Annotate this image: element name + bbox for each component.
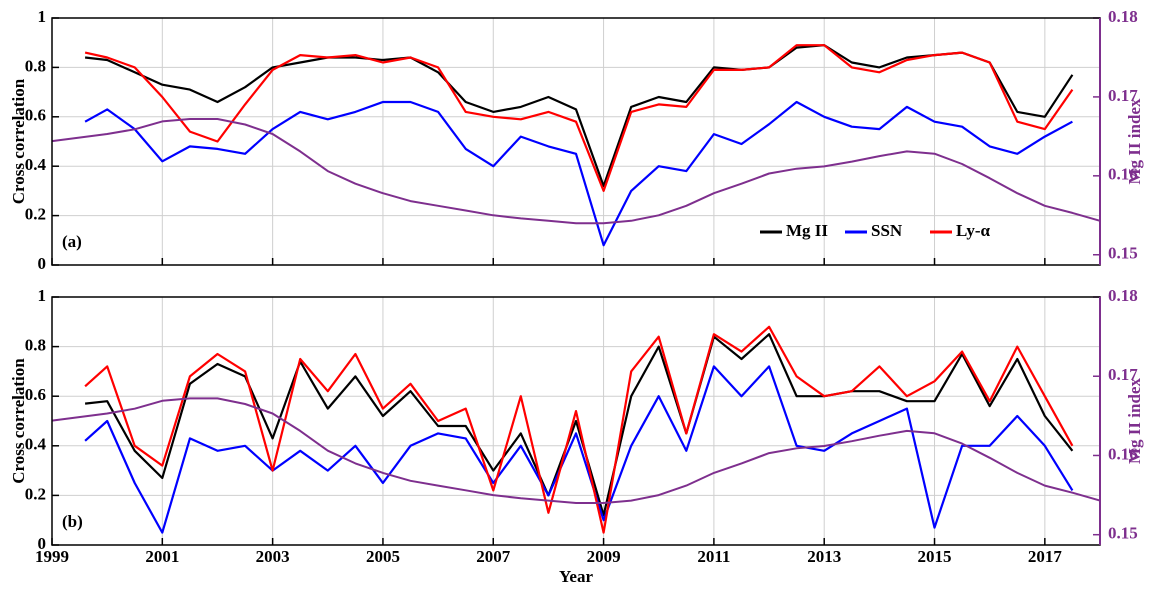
series-line <box>51 118 1101 225</box>
x-tick-label: 2011 <box>697 547 730 566</box>
y-tick-label: 1 <box>38 286 47 305</box>
legend-label: Ly-α <box>956 221 991 240</box>
series-line <box>84 44 1074 188</box>
x-tick-label: 1999 <box>35 547 69 566</box>
x-tick-label: 2015 <box>918 547 952 566</box>
y-tick-label: 0.4 <box>25 155 47 174</box>
panel-label: (b) <box>62 512 83 531</box>
y-tick-label: 0.8 <box>25 336 46 355</box>
x-tick-label: 2013 <box>807 547 841 566</box>
panel-label: (a) <box>62 232 82 251</box>
x-tick-label: 2007 <box>476 547 511 566</box>
y2-axis-label: Mg II index <box>1125 98 1144 184</box>
y2-tick-label: 0.16 <box>1108 165 1138 184</box>
y-tick-label: 0.6 <box>25 385 46 404</box>
series-line <box>84 325 1074 534</box>
y-tick-label: 1 <box>38 7 47 26</box>
series-line <box>84 333 1074 517</box>
y-tick-label: 0.8 <box>25 56 46 75</box>
series-line <box>84 44 1074 192</box>
y2-tick-label: 0.16 <box>1108 444 1138 463</box>
x-tick-label: 2005 <box>366 547 400 566</box>
y2-tick-label: 0.18 <box>1108 286 1138 305</box>
legend-label: Mg II <box>786 221 828 240</box>
x-tick-label: 2017 <box>1028 547 1063 566</box>
series-line <box>51 397 1101 504</box>
y-tick-label: 0.2 <box>25 205 46 224</box>
legend-label: SSN <box>871 221 903 240</box>
y-tick-label: 0.6 <box>25 106 46 125</box>
y2-tick-label: 0.18 <box>1108 7 1138 26</box>
y-axis-label: Cross correlation <box>9 78 28 204</box>
y-axis-label: Cross correlation <box>9 358 28 484</box>
y2-tick-label: 0.17 <box>1108 86 1138 105</box>
y-tick-label: 0.2 <box>25 484 46 503</box>
y-tick-label: 0 <box>38 254 47 273</box>
series-line <box>84 100 1073 247</box>
x-tick-label: 2001 <box>145 547 179 566</box>
y-tick-label: 0 <box>38 534 47 553</box>
x-tick-label: 2009 <box>587 547 621 566</box>
y2-tick-label: 0.15 <box>1108 244 1138 263</box>
y-tick-label: 0.4 <box>25 435 47 454</box>
x-axis-label: Year <box>559 567 593 586</box>
series-line <box>84 365 1074 534</box>
x-tick-label: 2003 <box>256 547 290 566</box>
y2-tick-label: 0.17 <box>1108 365 1138 384</box>
y2-tick-label: 0.15 <box>1108 524 1138 543</box>
y2-axis-label: Mg II index <box>1125 378 1144 464</box>
